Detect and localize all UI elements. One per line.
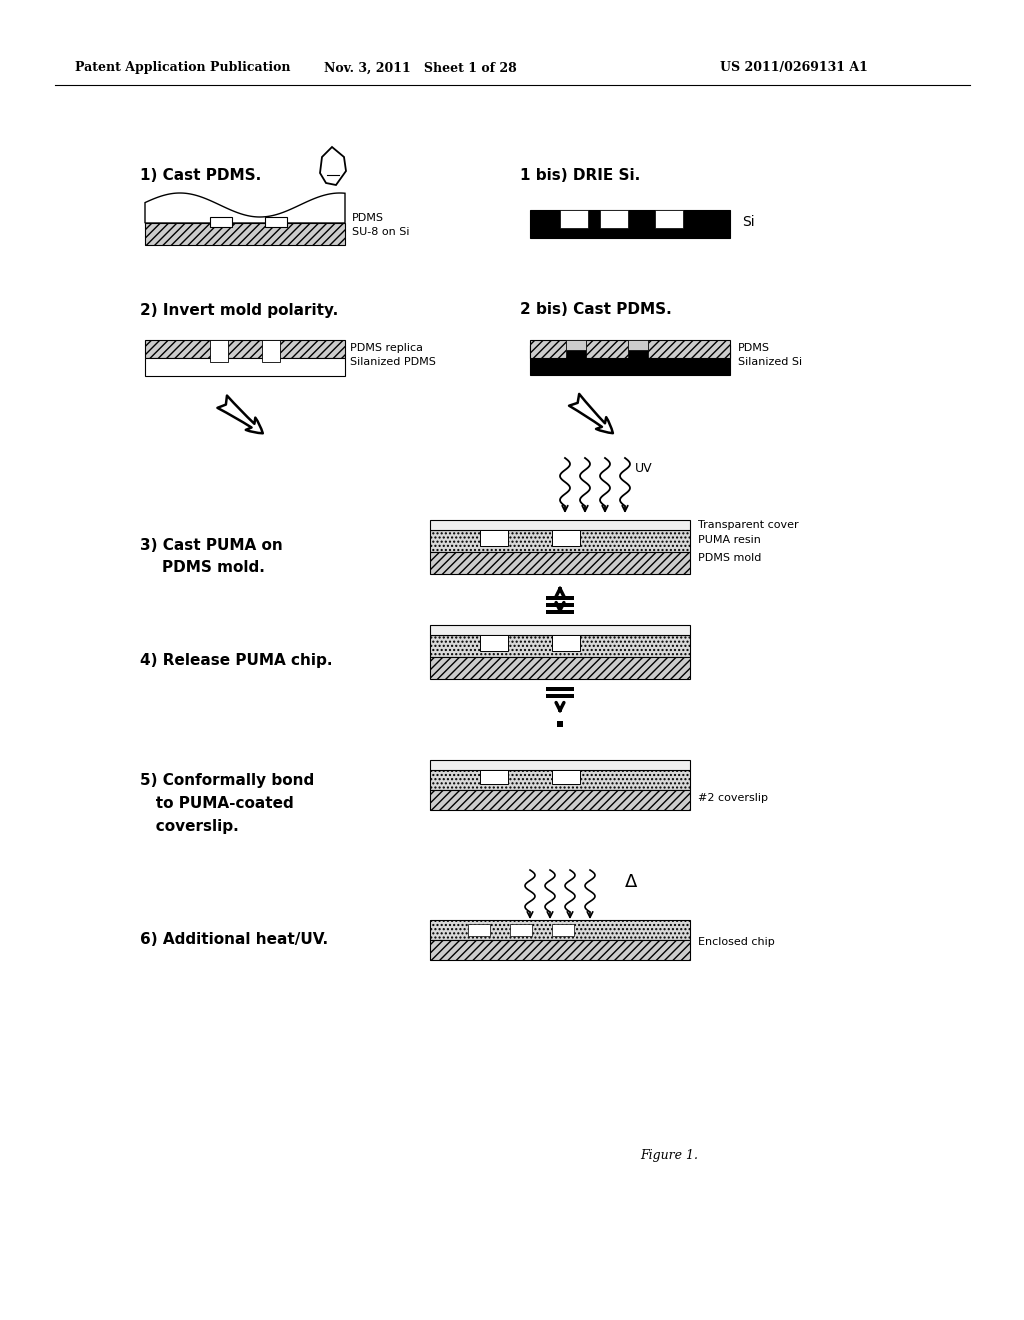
Bar	[530, 210, 730, 238]
Text: 2 bis) Cast PDMS.: 2 bis) Cast PDMS.	[520, 302, 672, 318]
Bar	[265, 216, 287, 227]
Bar	[552, 770, 580, 784]
Text: Δ: Δ	[625, 873, 637, 891]
Bar	[480, 635, 508, 651]
Bar	[430, 920, 690, 940]
Text: PDMS mold: PDMS mold	[698, 553, 762, 564]
Bar	[210, 341, 228, 362]
Text: 3) Cast PUMA on: 3) Cast PUMA on	[140, 537, 283, 553]
Bar	[546, 686, 574, 690]
Text: Silanized PDMS: Silanized PDMS	[350, 356, 436, 367]
Bar	[546, 603, 574, 607]
Bar	[430, 520, 690, 531]
Bar	[510, 924, 532, 936]
Bar	[145, 358, 345, 376]
Text: 5) Conformally bond: 5) Conformally bond	[140, 772, 314, 788]
Polygon shape	[145, 193, 345, 223]
Bar	[430, 770, 690, 789]
Text: to PUMA-coated: to PUMA-coated	[140, 796, 294, 810]
Bar	[552, 531, 580, 546]
Text: 4) Release PUMA chip.: 4) Release PUMA chip.	[140, 652, 333, 668]
Bar	[552, 924, 574, 936]
Text: 6) Additional heat/UV.: 6) Additional heat/UV.	[140, 932, 328, 948]
Bar	[430, 789, 690, 810]
Text: PDMS mold.: PDMS mold.	[162, 561, 265, 576]
Text: Silanized Si: Silanized Si	[738, 356, 802, 367]
Text: 2) Invert mold polarity.: 2) Invert mold polarity.	[140, 302, 338, 318]
Text: #2 coverslip: #2 coverslip	[698, 793, 768, 803]
Bar	[557, 721, 563, 727]
Text: Si: Si	[742, 215, 755, 228]
Bar	[480, 770, 508, 784]
Bar	[145, 223, 345, 246]
Text: Nov. 3, 2011   Sheet 1 of 28: Nov. 3, 2011 Sheet 1 of 28	[324, 62, 516, 74]
Bar	[430, 635, 690, 657]
Bar	[262, 341, 280, 362]
Bar	[468, 924, 490, 936]
Bar	[600, 210, 628, 228]
Bar	[430, 940, 690, 960]
Bar	[546, 610, 574, 614]
Bar	[560, 210, 588, 228]
Text: 1 bis) DRIE Si.: 1 bis) DRIE Si.	[520, 168, 640, 182]
Bar	[566, 341, 586, 350]
Text: UV: UV	[635, 462, 652, 474]
Text: PDMS: PDMS	[738, 343, 770, 352]
Bar	[552, 635, 580, 651]
Text: coverslip.: coverslip.	[140, 818, 239, 833]
Bar	[655, 210, 683, 228]
Bar	[566, 341, 586, 362]
Text: PDMS: PDMS	[352, 213, 384, 223]
Bar	[430, 760, 690, 770]
Text: Figure 1.: Figure 1.	[640, 1148, 698, 1162]
Bar	[628, 341, 648, 350]
Text: 1) Cast PDMS.: 1) Cast PDMS.	[140, 168, 261, 182]
Bar	[210, 216, 232, 227]
Bar	[430, 657, 690, 678]
Bar	[530, 345, 730, 375]
Bar	[430, 531, 690, 552]
Text: US 2011/0269131 A1: US 2011/0269131 A1	[720, 62, 868, 74]
Bar	[546, 694, 574, 698]
Text: SU-8 on Si: SU-8 on Si	[352, 227, 410, 238]
Text: Patent Application Publication: Patent Application Publication	[75, 62, 291, 74]
Text: PUMA resin: PUMA resin	[698, 535, 761, 545]
Bar	[430, 624, 690, 635]
Bar	[145, 341, 345, 358]
Text: Transparent cover: Transparent cover	[698, 520, 799, 531]
Bar	[628, 341, 648, 362]
Bar	[480, 531, 508, 546]
Bar	[530, 341, 730, 358]
Bar	[546, 597, 574, 601]
Text: PDMS replica: PDMS replica	[350, 343, 423, 352]
Bar	[430, 552, 690, 574]
Text: Enclosed chip: Enclosed chip	[698, 937, 775, 946]
